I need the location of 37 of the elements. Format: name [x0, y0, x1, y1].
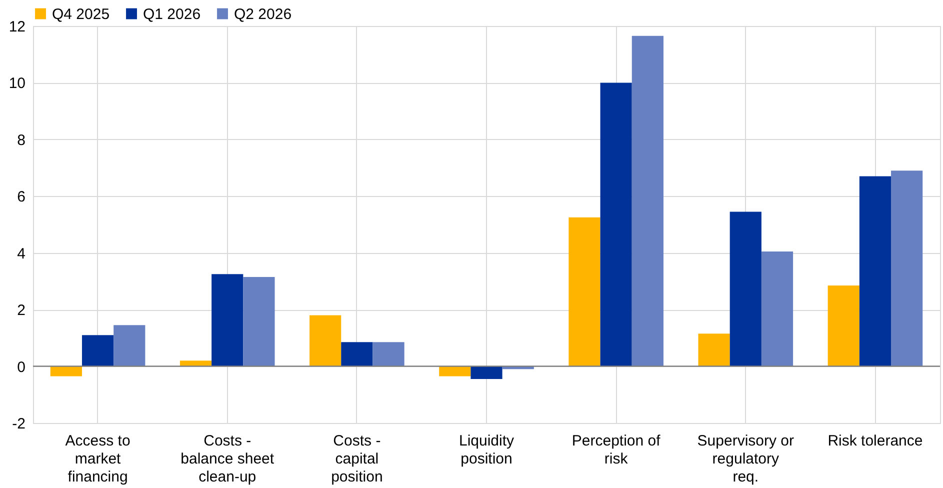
y-tick-label: 0 — [17, 358, 26, 376]
bar — [600, 82, 632, 366]
x-tick-label: Costs - balance sheet clean-up — [180, 432, 275, 486]
x-tick-label: Supervisory or regulatory req. — [697, 432, 794, 486]
bar — [114, 325, 146, 366]
bar — [828, 285, 860, 366]
bar — [50, 366, 82, 376]
bar — [82, 335, 114, 366]
y-tick-label: 10 — [8, 75, 26, 92]
bar — [212, 274, 244, 366]
y-tick-label: -2 — [12, 416, 26, 432]
bar — [470, 366, 502, 380]
legend-label: Q2 2026 — [234, 6, 292, 23]
bar — [891, 170, 923, 366]
x-tick-label: Liquidity position — [458, 432, 515, 468]
y-tick-label: 6 — [17, 188, 26, 206]
x-tick-label: Costs - capital position — [331, 432, 383, 486]
legend-label: Q1 2026 — [143, 6, 201, 23]
bar — [310, 315, 342, 366]
bar — [859, 176, 892, 366]
bar — [632, 36, 664, 366]
bar — [568, 217, 600, 366]
legend-label: Q4 2025 — [52, 6, 110, 23]
y-tick-label: 8 — [17, 132, 26, 149]
bar — [730, 212, 762, 366]
x-tick-label: Access to market financing — [65, 432, 130, 486]
y-tick-label: 4 — [17, 245, 26, 262]
bar — [341, 342, 373, 366]
bar — [243, 276, 275, 366]
bar — [439, 366, 471, 376]
bar — [698, 334, 730, 366]
bar — [372, 342, 404, 366]
bar — [761, 251, 794, 366]
x-tick-label: Perception of risk — [572, 432, 662, 468]
y-tick-label: 2 — [17, 302, 26, 320]
y-tick-label: 12 — [8, 18, 26, 36]
x-tick-label: Risk tolerance — [828, 432, 923, 450]
